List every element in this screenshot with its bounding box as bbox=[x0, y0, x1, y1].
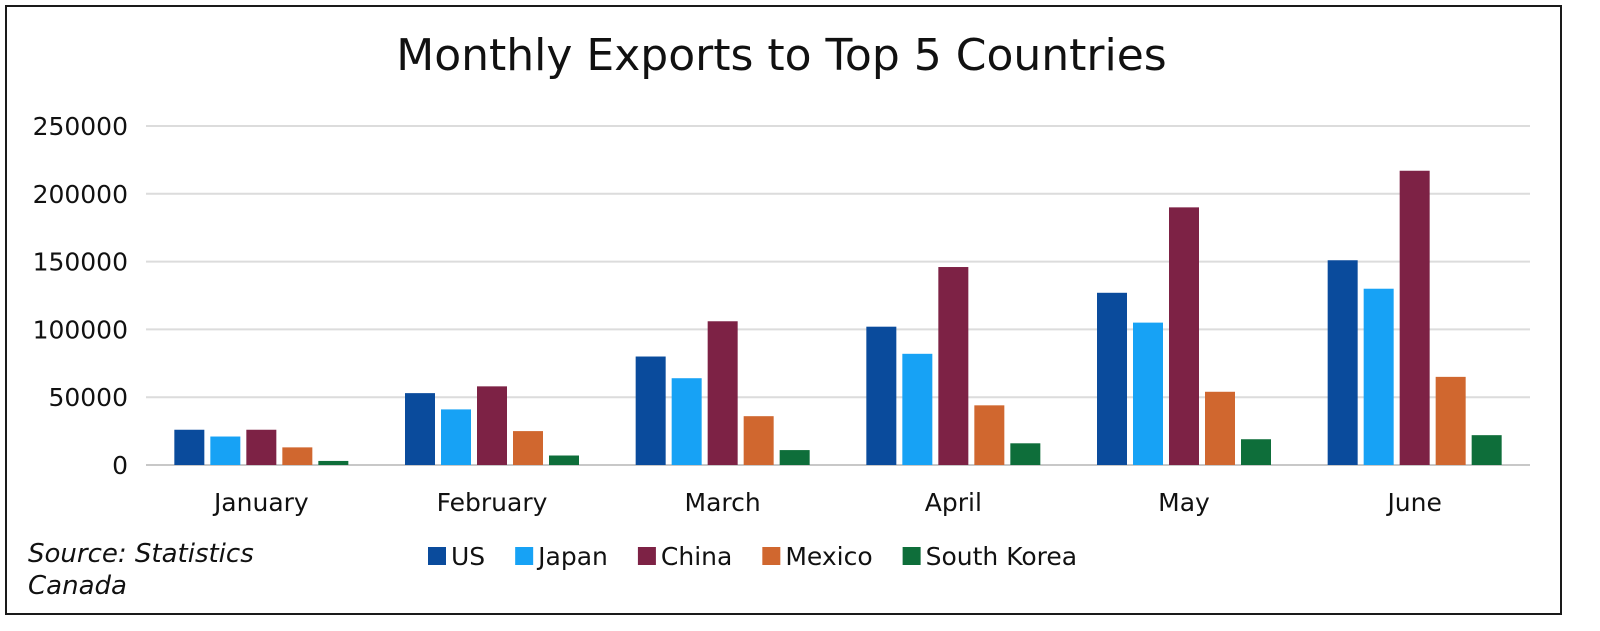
bar-mexico bbox=[1205, 391, 1235, 465]
bar-japan bbox=[210, 436, 241, 465]
bar-mexico bbox=[513, 431, 543, 465]
y-tick-label: 0 bbox=[112, 451, 128, 480]
bar-mexico bbox=[282, 447, 313, 465]
bar-south-korea bbox=[1241, 439, 1271, 465]
bar-japan bbox=[1363, 288, 1394, 465]
bar-mexico bbox=[974, 405, 1005, 465]
source-note: Source: Statistics Canada bbox=[28, 539, 254, 601]
bar-us bbox=[866, 326, 897, 465]
x-tick-label: March bbox=[685, 488, 761, 517]
y-tick-label: 150000 bbox=[33, 248, 128, 277]
bar-mexico bbox=[1435, 376, 1466, 465]
legend-swatch-us bbox=[428, 547, 446, 565]
bar-south-korea bbox=[318, 460, 349, 465]
legend-label: South Korea bbox=[926, 542, 1077, 571]
bar-china bbox=[246, 429, 277, 465]
bar-south-korea bbox=[1010, 443, 1041, 465]
chart-frame bbox=[5, 5, 1562, 615]
bar-china bbox=[477, 386, 507, 465]
x-tick-label: February bbox=[437, 488, 548, 517]
legend-label: China bbox=[661, 542, 732, 571]
legend-swatch-china bbox=[637, 547, 656, 565]
x-tick-label: June bbox=[1385, 488, 1441, 517]
y-tick-label: 250000 bbox=[33, 112, 128, 141]
legend-swatch-japan bbox=[515, 547, 534, 565]
bar-us bbox=[635, 356, 666, 465]
bar-japan bbox=[671, 378, 702, 465]
legend-swatch-south-korea bbox=[902, 547, 921, 565]
bar-japan bbox=[441, 409, 471, 465]
legend-label: Mexico bbox=[785, 542, 872, 571]
chart-title: Monthly Exports to Top 5 Countries bbox=[396, 30, 1167, 81]
legend-swatch-mexico bbox=[762, 547, 781, 565]
bar-japan bbox=[1133, 322, 1163, 465]
legend-label: Japan bbox=[536, 542, 608, 571]
bar-south-korea bbox=[1471, 435, 1502, 465]
bar-south-korea bbox=[549, 455, 579, 465]
bar-japan bbox=[902, 353, 933, 465]
x-tick-label: May bbox=[1158, 488, 1210, 517]
bar-us bbox=[405, 393, 435, 465]
y-tick-label: 50000 bbox=[48, 383, 128, 412]
x-tick-label: January bbox=[212, 488, 309, 517]
bar-us bbox=[1097, 292, 1127, 465]
legend-label: US bbox=[451, 542, 485, 571]
bar-china bbox=[938, 267, 969, 465]
bar-china bbox=[707, 321, 738, 465]
bar-south-korea bbox=[779, 450, 810, 465]
bar-us bbox=[174, 429, 205, 465]
y-tick-label: 200000 bbox=[33, 180, 128, 209]
bar-china bbox=[1169, 207, 1199, 466]
bar-mexico bbox=[743, 416, 774, 465]
bar-china bbox=[1399, 170, 1430, 466]
bar-us bbox=[1327, 260, 1358, 465]
x-tick-label: April bbox=[925, 488, 982, 517]
y-tick-label: 100000 bbox=[33, 315, 128, 344]
